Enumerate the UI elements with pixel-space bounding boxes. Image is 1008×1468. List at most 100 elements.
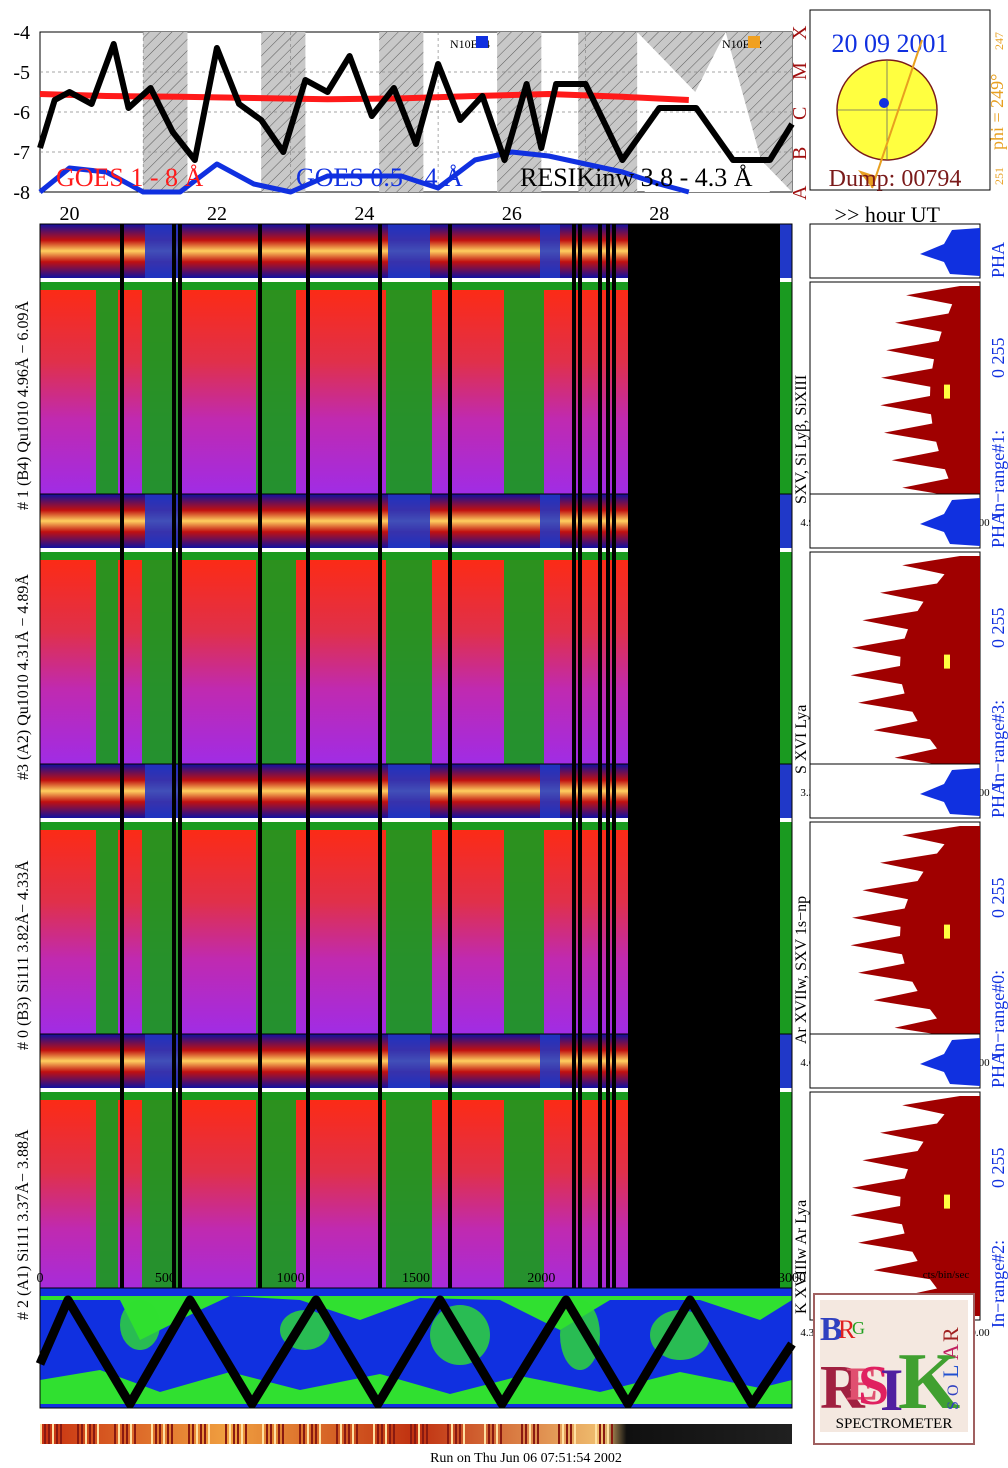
record-tick-label: 1500: [402, 1271, 430, 1286]
barcode-line: [595, 1424, 597, 1444]
sun-disk-panel: 20 09 2001 Dump: 00794 phi = 249° 247 25…: [809, 9, 1007, 192]
barcode-line: [311, 1424, 313, 1444]
data-gap-bar: [572, 224, 576, 510]
logo-letter-s2: S: [945, 1401, 962, 1410]
green-band: [386, 1092, 432, 1320]
spectrogram-tail: [780, 282, 792, 510]
pha-blue-band: [388, 764, 430, 818]
profile-marker: [944, 1194, 950, 1209]
green-band: [256, 282, 296, 510]
barcode-line: [599, 1424, 601, 1444]
barcode-line: [558, 1424, 560, 1444]
data-gap-bar: [378, 764, 382, 1050]
barcode-line: [463, 1424, 465, 1444]
data-gap-bar: [178, 494, 182, 780]
data-gap-bar: [612, 1034, 616, 1320]
barcode-line: [426, 1424, 428, 1444]
panel-id-label: #3 (A2) Qu1010 4.31Å − 4.89Å: [14, 574, 32, 780]
barcode-line: [611, 1424, 613, 1444]
barcode-line: [484, 1424, 486, 1444]
barcode-line: [356, 1424, 358, 1444]
pha-tail: [780, 494, 792, 548]
barcode-line: [422, 1424, 424, 1444]
data-gap-bar: [598, 494, 602, 780]
barcode-line: [492, 1424, 494, 1444]
spectrogram-tail: [780, 822, 792, 1050]
spectrogram-top-edge: [40, 282, 628, 290]
line-identification: S XVI Lya: [793, 705, 810, 774]
record-axis: 0 500 1000 1500 2000 2500 3000: [37, 1271, 807, 1286]
pha-tail: [780, 764, 792, 818]
legend-entry: GOES 1 - 8 Å: [56, 163, 204, 192]
pha-blue-band: [540, 224, 560, 278]
region-marker-blue: [476, 36, 488, 48]
green-band: [386, 282, 432, 510]
barcode-line: [237, 1424, 239, 1444]
pha-label: PHA: [988, 242, 1008, 278]
pha-profile: [920, 1038, 980, 1086]
pha-blue-band: [540, 764, 560, 818]
barcode-line: [122, 1424, 124, 1444]
data-gap-bar: [448, 764, 452, 1050]
data-gap-bar: [572, 764, 576, 1050]
barcode-line: [192, 1424, 194, 1444]
barcode-line: [385, 1424, 387, 1444]
barcode-line: [525, 1424, 527, 1444]
phi-arrow-head: [858, 170, 876, 188]
barcode-line: [40, 1424, 42, 1444]
logo-word: SPECTROMETER: [836, 1416, 953, 1432]
spectrogram-tail: [780, 1092, 792, 1320]
profile-marker: [944, 384, 950, 399]
barcode-line: [373, 1424, 375, 1444]
x-tick-label: 26: [502, 203, 522, 225]
green-band: [96, 822, 118, 1050]
legend-entry: GOES 0.5 - 4 Å: [296, 163, 463, 192]
barcode-line: [204, 1424, 206, 1444]
barcode-line: [488, 1424, 490, 1444]
barcode-line: [459, 1424, 461, 1444]
logo-background: [820, 1300, 968, 1432]
barcode-line: [229, 1424, 231, 1444]
barcode-line: [303, 1424, 305, 1444]
pha-blue-band: [540, 494, 560, 548]
flare-class-label: A: [789, 185, 811, 200]
barcode-line: [521, 1424, 523, 1444]
barcode-line: [89, 1424, 91, 1444]
logo-letter-r1: R: [838, 1315, 856, 1344]
barcode-line: [319, 1424, 321, 1444]
barcode-line: [225, 1424, 227, 1444]
dump-label: Dump: 00794: [829, 166, 962, 192]
scan-zigzag: [35, 1295, 796, 1409]
green-band: [96, 552, 118, 780]
x-tick-label: 20: [59, 203, 79, 225]
phi-sup-label: 247: [992, 32, 1006, 50]
record-tick-label: 2500: [653, 1271, 681, 1286]
line-identification: K XVIIIw Ar Lya: [793, 1200, 810, 1314]
logo-letter-g: G: [852, 1318, 865, 1338]
barcode-line: [126, 1424, 128, 1444]
spectrogram-top-edge: [40, 552, 628, 560]
light-curve-series: [37, 41, 795, 195]
barcode-line: [533, 1424, 535, 1444]
barcode-line: [307, 1424, 309, 1444]
profile-marker: [944, 924, 950, 939]
barcode-line: [562, 1424, 564, 1444]
line-identification: SXV, Si Lyβ, SiXIII: [793, 375, 810, 504]
data-gap-bar: [120, 494, 124, 780]
spectrogram-tail: [780, 552, 792, 780]
logo-letter-b: B: [820, 1311, 843, 1348]
spectrogram-top-edge: [40, 1092, 628, 1100]
pha-strip: [40, 494, 628, 548]
line-identification: Ar XVIIw, SXV 1s−np: [793, 896, 810, 1044]
data-gap-bar: [578, 1034, 582, 1320]
phi-direction-line: [871, 39, 923, 189]
green-band: [256, 1092, 296, 1320]
profile-x-label: cts/bin/sec: [923, 1269, 970, 1281]
scale-label: 0 255: [988, 1148, 1008, 1189]
profile-marker: [944, 654, 950, 669]
run-label: Run on Thu Jun 06 07:51:54 2002: [430, 1451, 622, 1466]
spectrogram-panel: HV det A asked [V]: 1480 set: 1488#3 (A2…: [14, 493, 1008, 799]
barcode-line: [274, 1424, 276, 1444]
panel-id-label: # 0 (B3) Si111 3.82Å− 4.33Å: [14, 860, 32, 1050]
logo-letter-r3: R: [938, 1327, 963, 1342]
